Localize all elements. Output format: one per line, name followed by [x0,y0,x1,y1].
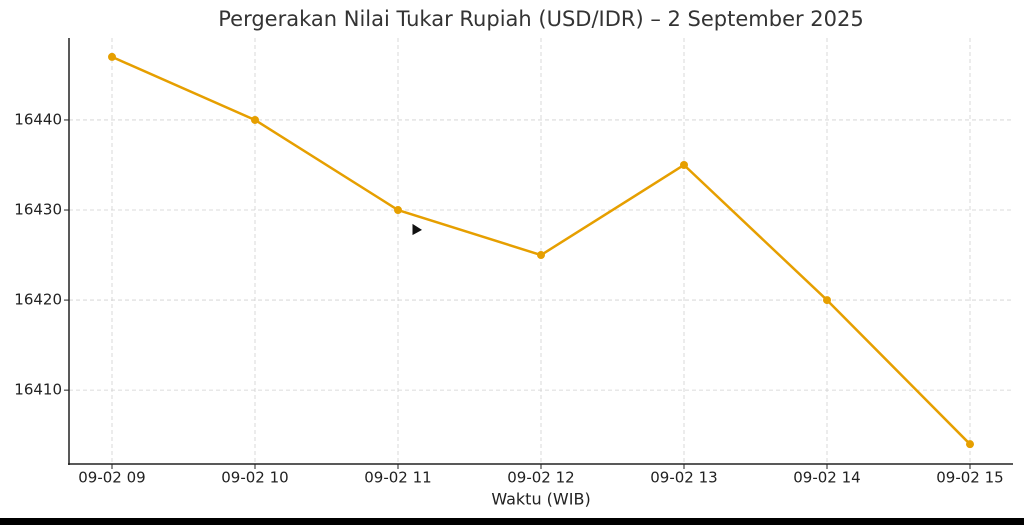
point [823,296,831,305]
point [680,160,688,169]
chart-title: Pergerakan Nilai Tukar Rupiah (USD/IDR) … [218,7,864,31]
bottom-bar [0,518,1024,525]
y-tick-label: 16410 [14,381,62,399]
y-tick-label: 16440 [14,110,62,128]
point [537,251,545,260]
point [251,115,259,124]
point [108,52,116,61]
x-tick-label: 09-02 12 [507,469,574,487]
x-tick-label: 09-02 09 [78,469,145,487]
y-tick-label: 16420 [14,291,62,309]
point [394,206,402,215]
x-tick-label: 09-02 10 [221,469,288,487]
x-tick-label: 09-02 13 [650,469,717,487]
grid [69,38,1012,464]
x-tick-label: 09-02 15 [936,469,1003,487]
x-tick-label: 09-02 14 [793,469,860,487]
x-tick-label: 09-02 11 [364,469,431,487]
y-tick-label: 16430 [14,201,62,219]
plot [108,52,974,449]
point [966,440,974,449]
cursor [411,222,424,237]
x-axis-label: Waktu (WIB) [491,490,590,509]
